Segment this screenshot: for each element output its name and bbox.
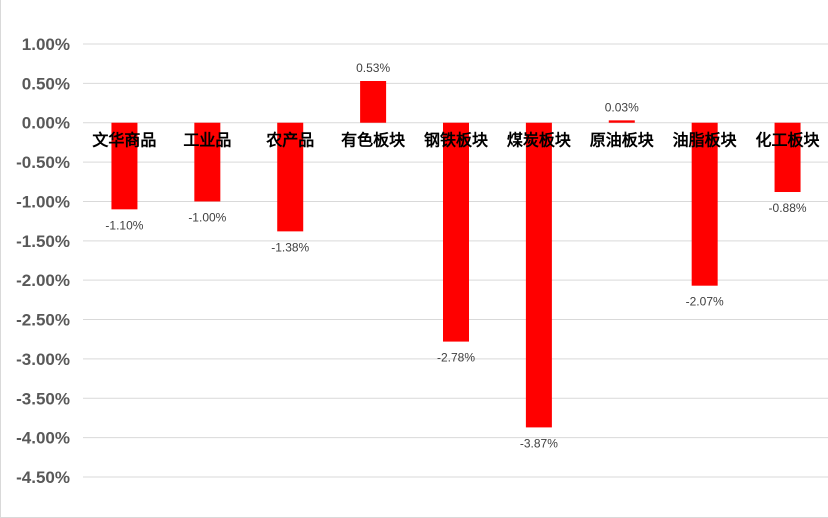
y-tick-label: -4.00% [16, 429, 70, 448]
bar [360, 81, 387, 123]
y-tick-label: 1.00% [22, 35, 70, 54]
y-tick-label: -2.00% [16, 271, 70, 290]
y-tick-label: -1.50% [16, 232, 70, 251]
data-label: -2.78% [437, 351, 475, 365]
x-tick-label: 有色板块 [341, 131, 406, 150]
x-tick-label: 原油板块 [590, 131, 655, 150]
x-tick-label: 钢铁板块 [424, 131, 489, 150]
data-label: 0.53% [356, 61, 390, 75]
x-tick-label: 工业品 [183, 131, 231, 150]
x-tick-label: 化工板块 [756, 131, 821, 150]
data-label: -1.10% [105, 218, 143, 232]
x-tick-label: 油脂板块 [673, 131, 738, 150]
y-tick-label: -1.00% [16, 192, 70, 211]
y-tick-label: -3.50% [16, 389, 70, 408]
y-tick-label: 0.00% [22, 114, 70, 133]
bar [111, 122, 138, 210]
data-label: 0.03% [605, 100, 639, 114]
data-label: -0.88% [769, 201, 807, 215]
data-label: -1.38% [271, 240, 309, 254]
y-tick-label: -3.00% [16, 350, 70, 369]
y-tick-label: 0.50% [22, 74, 70, 93]
x-tick-label: 文华商品 [92, 131, 156, 150]
bar [774, 122, 801, 193]
y-tick-label: -2.50% [16, 311, 70, 330]
data-label: -2.07% [686, 295, 724, 309]
y-tick-label: -4.50% [16, 468, 70, 487]
bar [194, 122, 221, 202]
bar [691, 122, 718, 286]
data-label: -3.87% [520, 436, 558, 450]
x-tick-label: 煤炭板块 [507, 131, 572, 150]
bar [277, 122, 304, 232]
data-label: -1.00% [188, 210, 226, 224]
y-tick-label: -0.50% [16, 153, 70, 172]
bar [525, 122, 552, 428]
x-tick-label: 农产品 [265, 131, 314, 150]
bar [443, 122, 469, 342]
bar [608, 120, 635, 123]
